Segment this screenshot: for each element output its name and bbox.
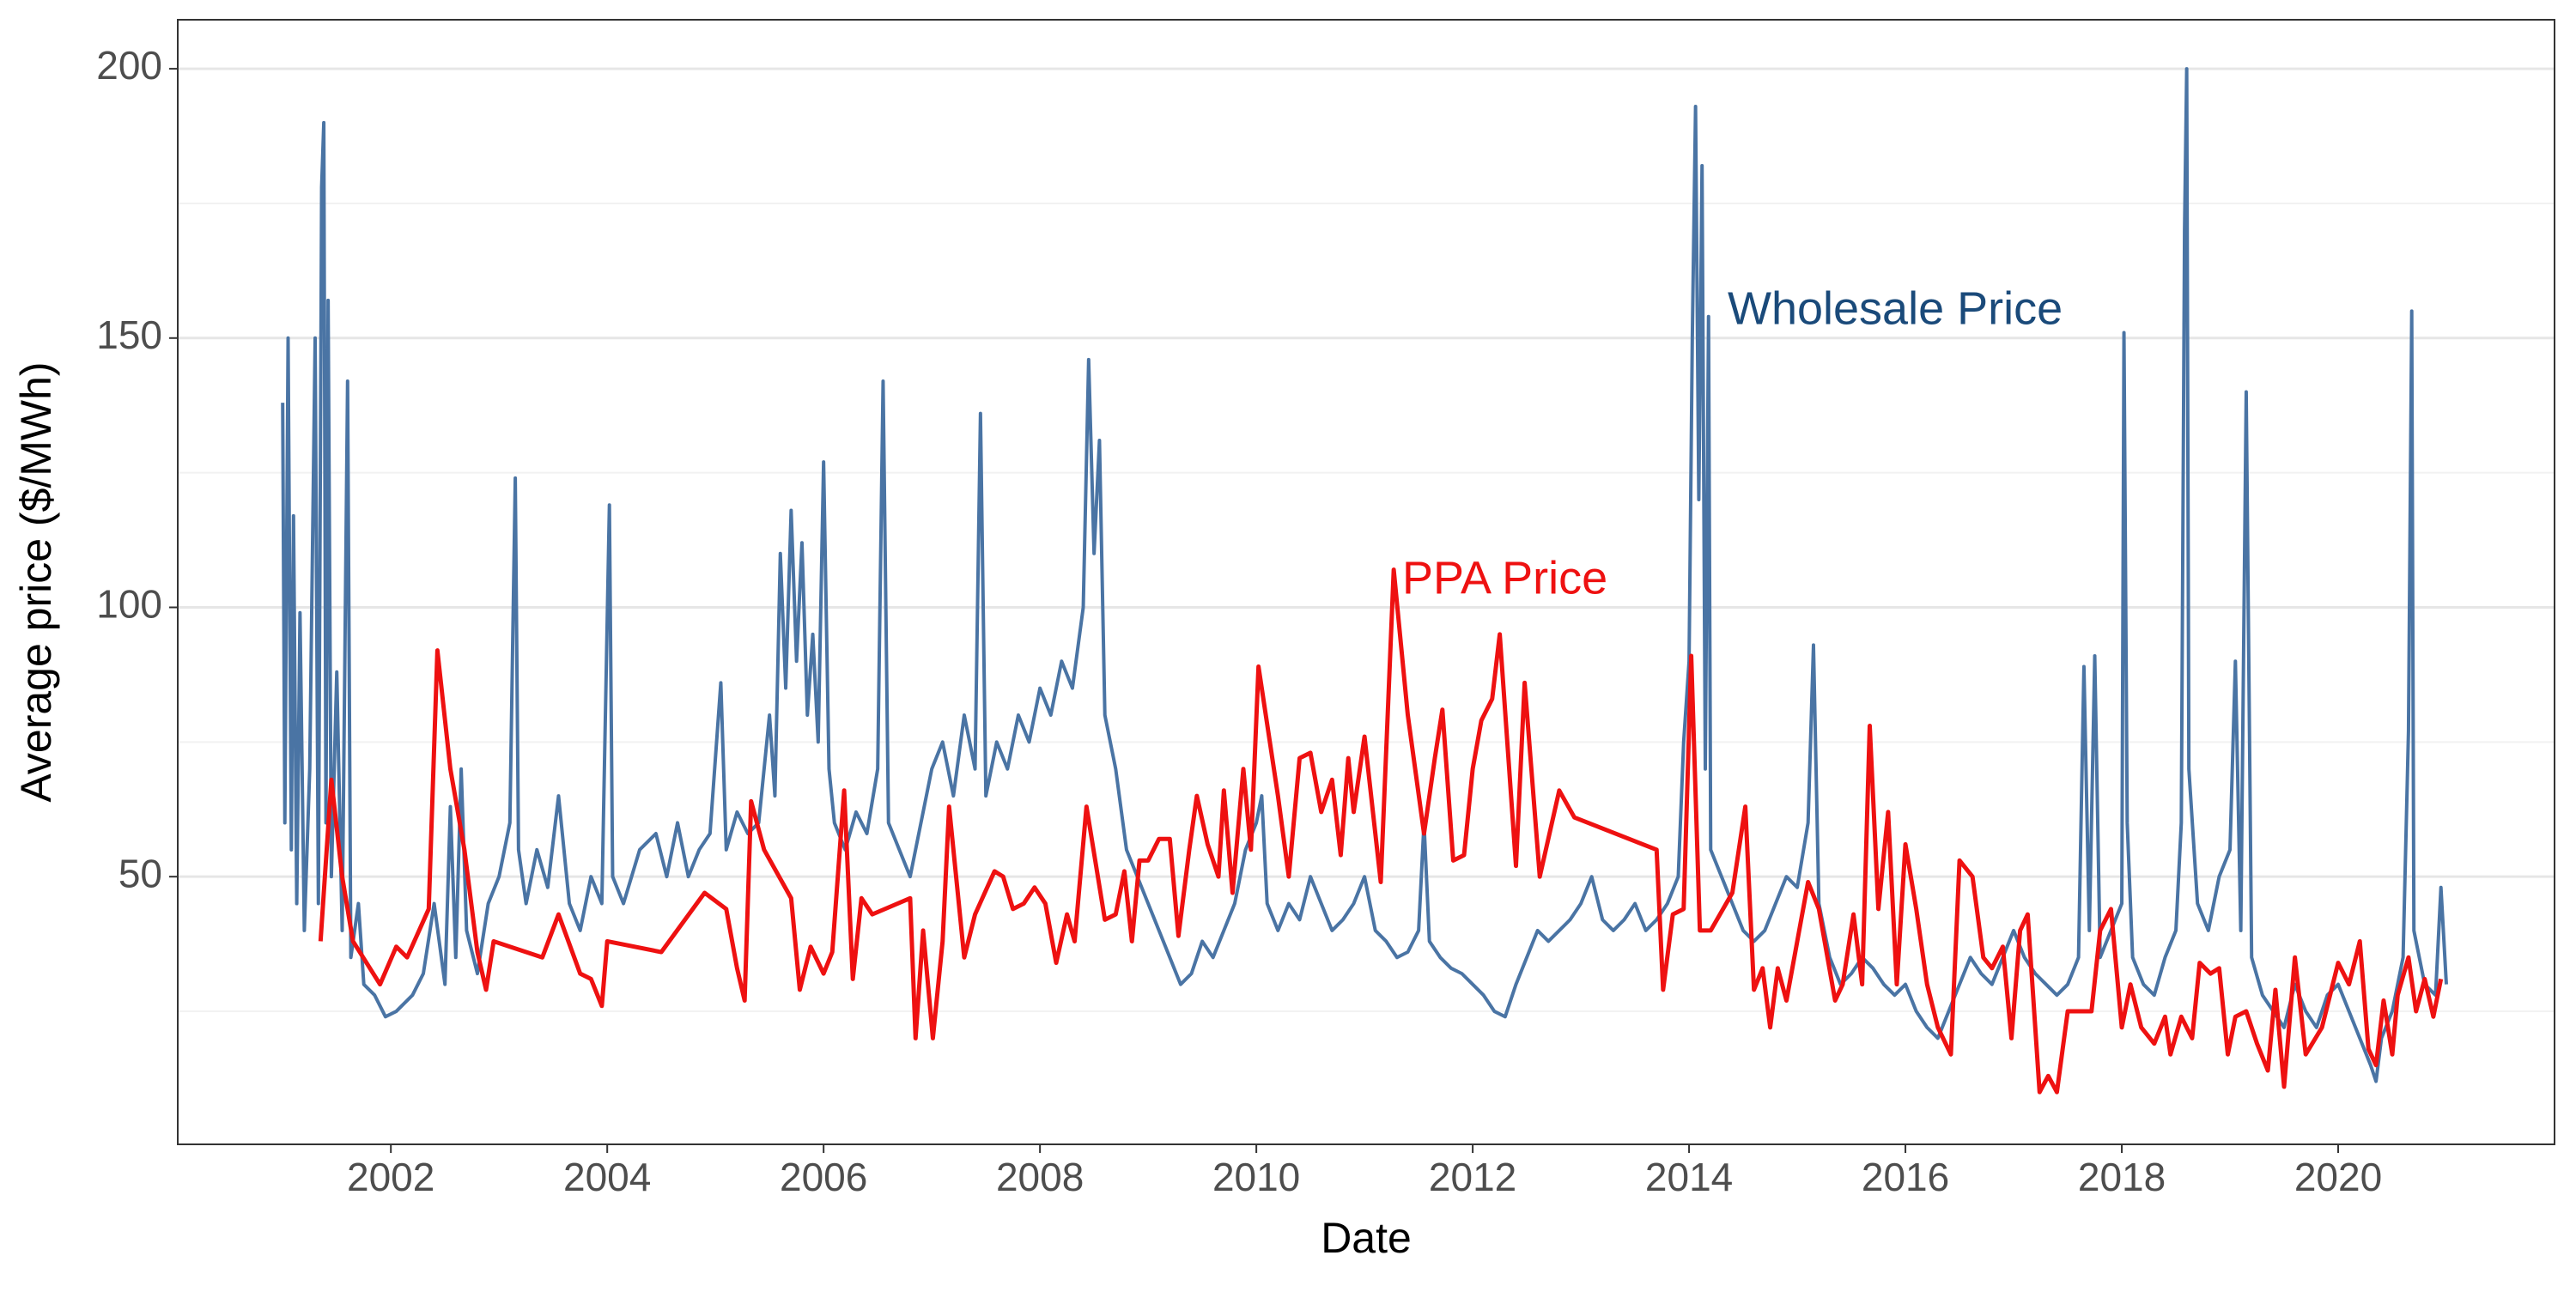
series-label: Wholesale Price bbox=[1728, 282, 2063, 334]
y-axis-title: Average price ($/MWh) bbox=[12, 361, 60, 802]
x-axis-title: Date bbox=[1321, 1214, 1412, 1262]
x-tick-label: 2018 bbox=[2078, 1155, 2166, 1199]
x-tick-label: 2010 bbox=[1212, 1155, 1300, 1199]
x-tick-label: 2020 bbox=[2294, 1155, 2382, 1199]
x-tick-label: 2002 bbox=[347, 1155, 434, 1199]
x-tick-label: 2008 bbox=[996, 1155, 1084, 1199]
x-tick-label: 2016 bbox=[1862, 1155, 1949, 1199]
axes: 50 100 150 200 2002 2004 2006 2008 2010 2012 2014 2… bbox=[96, 43, 2382, 1199]
y-tick-label: 50 bbox=[118, 851, 162, 895]
panel-border bbox=[177, 19, 2555, 1145]
x-tick-label: 2004 bbox=[563, 1155, 651, 1199]
series-line bbox=[281, 67, 2449, 1083]
x-tick-label: 2012 bbox=[1429, 1155, 1516, 1199]
x-tick-label: 2006 bbox=[780, 1155, 867, 1199]
series-label: PPA Price bbox=[1402, 552, 1607, 604]
y-tick-label: 150 bbox=[96, 312, 162, 357]
series-line bbox=[318, 567, 2444, 1095]
plot-area bbox=[281, 67, 2449, 1095]
y-tick-label: 200 bbox=[96, 43, 162, 88]
y-tick-label: 100 bbox=[96, 582, 162, 627]
x-tick-label: 2014 bbox=[1645, 1155, 1733, 1199]
